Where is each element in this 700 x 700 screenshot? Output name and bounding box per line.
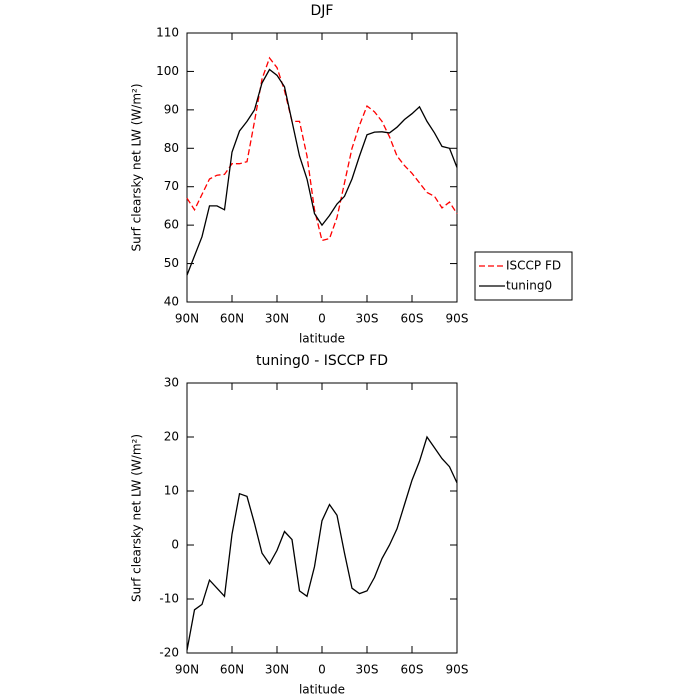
x-tick-label: 30N xyxy=(265,663,289,677)
legend-box xyxy=(474,251,573,301)
y-axis-label: Surf clearsky net LW (W/m²) xyxy=(130,434,144,602)
plot-frame xyxy=(186,32,458,303)
legend-label: tuning0 xyxy=(506,279,552,293)
x-tick-label: 60N xyxy=(220,663,244,677)
y-tick-label: -10 xyxy=(159,592,179,606)
data-line xyxy=(186,435,458,651)
y-tick-label: 50 xyxy=(164,256,179,270)
x-tick-label: 90N xyxy=(175,312,199,326)
y-tick-label: 80 xyxy=(164,141,179,155)
chart-title: DJF xyxy=(311,3,334,19)
x-axis-label: latitude xyxy=(299,332,345,346)
y-axis-label: Surf clearsky net LW (W/m²) xyxy=(130,83,144,251)
chart-title: tuning0 - ISCCP FD xyxy=(256,353,388,369)
y-tick-label: 60 xyxy=(164,218,179,232)
y-tick-label: 40 xyxy=(164,295,179,309)
y-tick-label: 70 xyxy=(164,179,179,193)
y-tick-label: 10 xyxy=(164,484,179,498)
legend-label: ISCCP FD xyxy=(506,259,561,273)
x-tick-label: 0 xyxy=(318,663,326,677)
y-tick-label: 20 xyxy=(164,430,179,444)
x-tick-label: 30S xyxy=(356,663,379,677)
y-tick-label: 110 xyxy=(156,26,179,40)
y-tick-label: -20 xyxy=(159,646,179,660)
x-axis-label: latitude xyxy=(299,683,345,697)
data-line xyxy=(186,56,458,242)
x-tick-label: 60S xyxy=(401,663,424,677)
x-tick-label: 90N xyxy=(175,663,199,677)
x-tick-label: 0 xyxy=(318,312,326,326)
y-tick-label: 90 xyxy=(164,102,179,116)
y-tick-label: 0 xyxy=(171,538,179,552)
y-tick-label: 100 xyxy=(156,64,179,78)
x-tick-label: 30N xyxy=(265,312,289,326)
x-tick-label: 90S xyxy=(446,312,469,326)
data-line xyxy=(186,68,458,276)
plot-frame xyxy=(186,382,458,654)
x-tick-label: 90S xyxy=(446,663,469,677)
x-tick-label: 60S xyxy=(401,312,424,326)
x-tick-label: 60N xyxy=(220,312,244,326)
x-tick-label: 30S xyxy=(356,312,379,326)
y-tick-label: 30 xyxy=(164,376,179,390)
